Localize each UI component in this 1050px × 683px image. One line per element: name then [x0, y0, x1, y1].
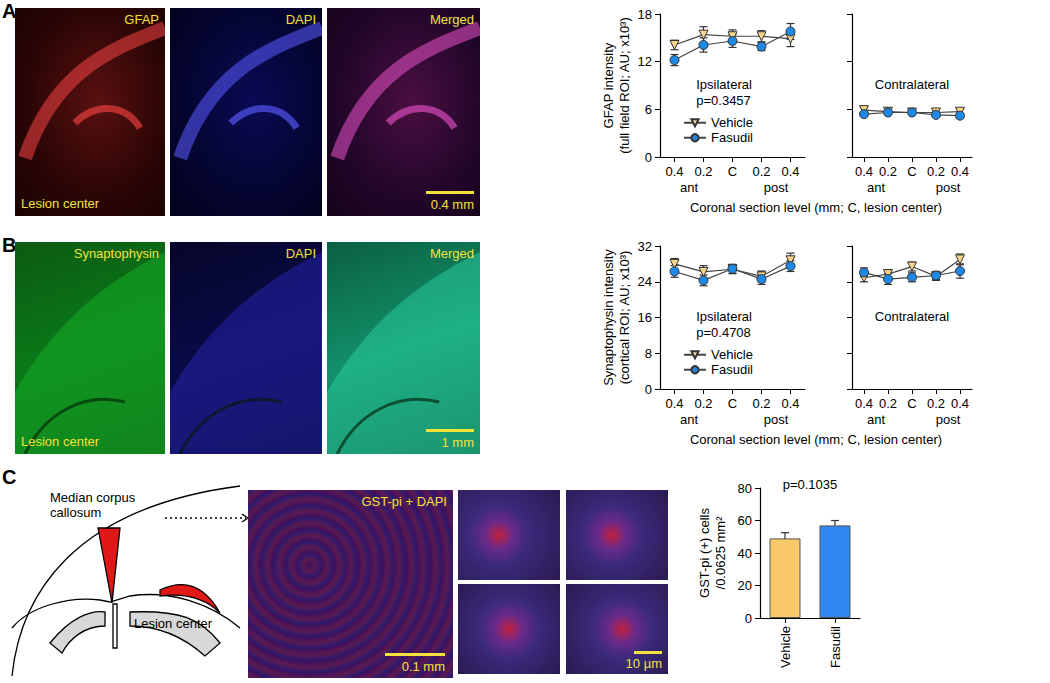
- svg-text:Vehicle: Vehicle: [778, 626, 793, 668]
- svg-text:80: 80: [738, 481, 752, 496]
- svg-text:GFAP intensity: GFAP intensity: [601, 42, 616, 128]
- html-text:DAPI: DAPI: [285, 12, 316, 27]
- svg-text:20: 20: [738, 578, 752, 593]
- svg-text:Contralateral: Contralateral: [875, 309, 950, 324]
- html-text:Synaptophysin: Synaptophysin: [73, 246, 159, 261]
- svg-text:C: C: [728, 164, 737, 179]
- svg-text:0: 0: [745, 611, 752, 626]
- svg-text:Contralateral: Contralateral: [875, 77, 950, 92]
- svg-text:0.4: 0.4: [665, 396, 683, 411]
- svg-text:Lesion center: Lesion center: [134, 616, 213, 631]
- svg-text:Vehicle: Vehicle: [711, 115, 753, 130]
- svg-text:ant: ant: [867, 412, 885, 427]
- svg-text:Fasudil: Fasudil: [711, 362, 753, 377]
- svg-text:12: 12: [638, 54, 652, 69]
- svg-text:16: 16: [638, 310, 652, 325]
- svg-text:post: post: [764, 180, 789, 195]
- svg-text:0.4: 0.4: [781, 164, 799, 179]
- svg-text:Median corpuscallosum: Median corpuscallosum: [50, 490, 136, 520]
- svg-text:ant: ant: [680, 412, 698, 427]
- svg-text:Ipsilateral: Ipsilateral: [696, 309, 752, 324]
- svg-text:Coronal section level (mm; C,: Coronal section level (mm; C, lesion cen…: [690, 200, 942, 215]
- svg-text:0.4: 0.4: [951, 396, 969, 411]
- svg-text:C: C: [728, 396, 737, 411]
- html-text:1 mm: 1 mm: [441, 435, 474, 450]
- svg-text:8: 8: [645, 346, 652, 361]
- svg-text:C: C: [907, 396, 916, 411]
- html-text:A: A: [2, 0, 17, 22]
- svg-text:Ipsilateral: Ipsilateral: [696, 77, 752, 92]
- svg-text:40: 40: [738, 546, 752, 561]
- svg-text:ant: ant: [680, 180, 698, 195]
- html-text:GST-pi + DAPI: GST-pi + DAPI: [361, 494, 447, 509]
- svg-text:0.2: 0.2: [927, 164, 945, 179]
- svg-text:p=0.1035: p=0.1035: [783, 477, 838, 492]
- html-text:Merged: Merged: [429, 12, 474, 27]
- svg-text:GST-pi (+) cells: GST-pi (+) cells: [697, 508, 712, 598]
- svg-text:0.4: 0.4: [951, 164, 969, 179]
- svg-text:0.4: 0.4: [855, 164, 873, 179]
- html-text:GFAP: GFAP: [124, 12, 159, 27]
- svg-text:0.4: 0.4: [665, 164, 683, 179]
- svg-text:0.4: 0.4: [855, 396, 873, 411]
- svg-text:0.2: 0.2: [694, 396, 712, 411]
- svg-text:24: 24: [638, 274, 652, 289]
- svg-text:18: 18: [638, 7, 652, 22]
- svg-text:0: 0: [645, 382, 652, 397]
- html-text:10 µm: 10 µm: [625, 656, 662, 671]
- svg-text:C: C: [907, 164, 916, 179]
- svg-text:0.2: 0.2: [927, 396, 945, 411]
- svg-text:Fasudil: Fasudil: [828, 626, 843, 668]
- html-text:B: B: [2, 234, 17, 256]
- svg-text:p=0.4708: p=0.4708: [696, 325, 751, 340]
- html-text:Lesion center: Lesion center: [21, 434, 100, 449]
- svg-text:0.2: 0.2: [752, 396, 770, 411]
- svg-text:Synaptophysin intensity: Synaptophysin intensity: [601, 249, 616, 386]
- svg-text:(full field ROI; AU; x10³): (full field ROI; AU; x10³): [617, 17, 632, 154]
- svg-text:(cortical ROI; AU; x10³): (cortical ROI; AU; x10³): [617, 251, 632, 385]
- html-text:Merged: Merged: [429, 246, 474, 261]
- svg-text:0.2: 0.2: [879, 164, 897, 179]
- svg-text:Vehicle: Vehicle: [711, 347, 753, 362]
- svg-text:0.2: 0.2: [752, 164, 770, 179]
- svg-text:/0.0625 mm²: /0.0625 mm²: [713, 516, 728, 590]
- svg-text:Coronal section level (mm; C,: Coronal section level (mm; C, lesion cen…: [690, 432, 942, 447]
- html-text:Lesion center: Lesion center: [21, 196, 100, 211]
- svg-text:0: 0: [645, 150, 652, 165]
- svg-text:0.4: 0.4: [781, 396, 799, 411]
- svg-text:post: post: [936, 180, 961, 195]
- svg-text:p=0.3457: p=0.3457: [696, 93, 751, 108]
- svg-text:post: post: [936, 412, 961, 427]
- html-text:0.1 mm: 0.1 mm: [401, 659, 445, 674]
- svg-text:0.2: 0.2: [879, 396, 897, 411]
- svg-text:Fasudil: Fasudil: [711, 130, 753, 145]
- html-text:0.4 mm: 0.4 mm: [430, 197, 474, 212]
- svg-text:ant: ant: [867, 180, 885, 195]
- html-text:DAPI: DAPI: [285, 246, 316, 261]
- svg-text:6: 6: [645, 102, 652, 117]
- html-text:C: C: [2, 466, 17, 488]
- svg-text:60: 60: [738, 513, 752, 528]
- svg-text:0.2: 0.2: [694, 164, 712, 179]
- svg-text:32: 32: [638, 239, 652, 254]
- svg-text:post: post: [764, 412, 789, 427]
